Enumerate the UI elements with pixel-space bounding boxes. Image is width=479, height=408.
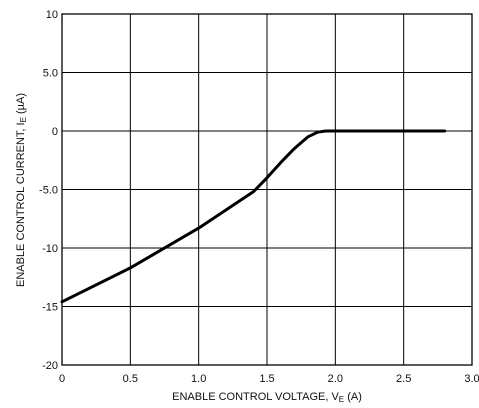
x-axis-label: ENABLE CONTROL VOLTAGE, VE (A) — [172, 391, 362, 404]
plot-frame — [61, 13, 473, 366]
y-tick-label: 10 — [46, 9, 58, 21]
y-axis-label-subscript: E — [19, 117, 28, 122]
y-tick-label: -10 — [42, 243, 58, 255]
series-line — [60, 129, 447, 304]
y-axis-label-unit: (µA) — [15, 93, 27, 117]
x-tick-labels: 0 0.5 1.0 1.5 2.0 2.5 3.0 — [59, 373, 479, 385]
grid-lines — [61, 13, 473, 366]
y-tick-label: 5.0 — [43, 68, 58, 80]
x-tick-label: 2.5 — [396, 373, 411, 385]
y-axis-label: ENABLE CONTROL CURRENT, IE (µA) — [15, 93, 28, 287]
x-axis-label-subscript: E — [339, 395, 344, 404]
x-tick-label: 1.0 — [191, 373, 206, 385]
series-layer — [60, 129, 447, 304]
y-tick-label: 0 — [52, 126, 58, 138]
x-tick-label: 1.5 — [259, 373, 274, 385]
x-tick-label: 0 — [59, 373, 65, 385]
y-tick-label: -5.0 — [39, 185, 58, 197]
x-tick-label: 3.0 — [464, 373, 479, 385]
x-tick-label: 0.5 — [123, 373, 138, 385]
x-axis-label-unit: (A) — [344, 391, 362, 403]
x-tick-label: 2.0 — [328, 373, 343, 385]
y-tick-label: -20 — [42, 360, 58, 372]
y-tick-label: -15 — [42, 302, 58, 314]
y-tick-labels: 10 5.0 0 -5.0 -10 -15 -20 — [39, 9, 58, 372]
